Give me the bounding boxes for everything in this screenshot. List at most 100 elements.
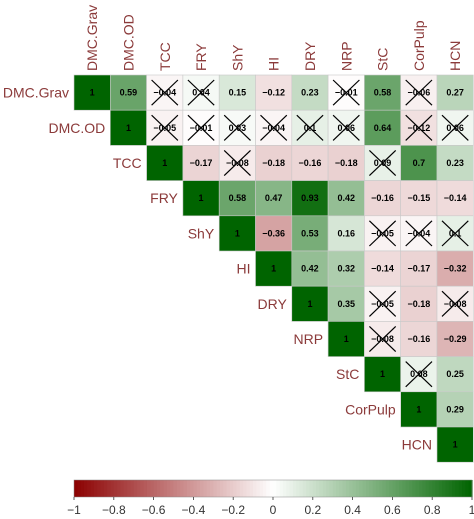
cell-value: −0.14	[444, 193, 467, 203]
cell-fill	[255, 250, 293, 287]
legend-gradient-step	[226, 480, 231, 497]
cell-value: 0.42	[301, 264, 319, 274]
legend-gradient-step	[455, 480, 460, 497]
legend-gradient-step	[166, 480, 171, 497]
legend-gradient-step	[229, 480, 234, 497]
legend-gradient-step	[299, 480, 304, 497]
legend-gradient-step	[336, 480, 340, 497]
cell-fill	[291, 285, 329, 322]
legend-gradient-step	[375, 480, 380, 497]
cell-value: −0.16	[371, 193, 394, 203]
cell-value: 1	[162, 158, 167, 168]
legend-gradient-step	[352, 480, 357, 497]
cell-value: 1	[271, 264, 276, 274]
cell-DMC.Grav-NRP: −0.01	[327, 74, 365, 111]
cell-value: −0.17	[190, 158, 213, 168]
cell-DMC.Grav-HI: −0.12	[255, 74, 293, 111]
legend-gradient-step	[326, 480, 330, 497]
legend-gradient-step	[143, 480, 148, 497]
cell-HI-HCN: −0.32	[436, 250, 474, 287]
legend-gradient-step	[402, 480, 407, 497]
cell-DMC.Grav-DMC.OD: 0.59	[110, 74, 147, 111]
cell-DMC.OD-CorPulp: −0.12	[400, 109, 438, 146]
cell-fill	[291, 215, 329, 252]
cell-fill	[327, 215, 365, 252]
cell-value: −0.18	[407, 299, 430, 309]
cell-StC-HCN: 0.25	[436, 356, 474, 393]
cell-TCC-CorPulp: 0.7	[400, 145, 438, 181]
cell-DRY-DRY: 1	[291, 285, 329, 322]
legend-tick-label: −1	[67, 503, 81, 517]
nonsignificant-cross	[332, 114, 360, 141]
cell-value: 0.35	[337, 299, 355, 309]
cell-value: 0.23	[301, 88, 319, 98]
cell-fill	[291, 74, 329, 111]
cell-value: −0.17	[407, 264, 430, 274]
cell-value: −0.12	[262, 88, 285, 98]
legend-tick-label: −0.6	[142, 503, 166, 517]
legend-gradient-step	[256, 480, 261, 497]
cell-value: −0.29	[444, 334, 467, 344]
legend-gradient-step	[279, 480, 284, 497]
cell-DMC.Grav-StC: 0.58	[364, 74, 401, 111]
nonsignificant-cross	[405, 220, 433, 247]
legend-gradient-step	[219, 480, 224, 497]
legend-tick-label: 0	[270, 503, 277, 517]
legend-gradient-step	[90, 480, 95, 497]
cell-value: 1	[199, 193, 204, 203]
cell-DMC.OD-HI: −0.04	[255, 109, 293, 146]
legend-gradient-step	[266, 480, 271, 497]
column-label-DMC.Grav: DMC.Grav	[84, 5, 100, 71]
legend-tick-label: 0.4	[344, 503, 361, 517]
legend-gradient-step	[302, 480, 307, 497]
cell-DMC.Grav-DMC.Grav: 1	[73, 74, 111, 111]
legend-gradient-step	[322, 480, 327, 497]
legend-gradient-step	[312, 480, 317, 497]
cell-fill	[291, 180, 329, 217]
cell-FRY-DRY: 0.93	[291, 180, 329, 217]
legend-gradient-step	[365, 480, 370, 497]
legend-gradient-step	[93, 480, 98, 497]
cell-TCC-StC: 0.09	[364, 145, 401, 181]
cell-HI-NRP: 0.32	[327, 250, 365, 287]
cell-value: 0.42	[337, 193, 355, 203]
legend-gradient-step	[452, 480, 457, 497]
cell-NRP-StC: −0.08	[364, 321, 401, 357]
legend-gradient-step	[249, 480, 254, 497]
nonsignificant-cross	[260, 114, 288, 141]
legend-gradient-step	[103, 480, 108, 497]
legend-gradient-step	[137, 480, 141, 497]
row-label-DRY: DRY	[257, 296, 287, 312]
cell-FRY-HCN: −0.14	[436, 180, 474, 217]
cell-TCC-TCC: 1	[146, 145, 184, 181]
cell-CorPulp-CorPulp: 1	[400, 391, 438, 428]
legend-gradient-step	[385, 480, 390, 497]
cell-NRP-CorPulp: −0.16	[400, 321, 438, 357]
cell-value: 0.29	[446, 404, 464, 414]
cell-fill	[364, 356, 401, 393]
legend-gradient-step	[442, 480, 447, 497]
cell-TCC-HI: −0.18	[255, 145, 293, 181]
legend-gradient-step	[273, 480, 277, 497]
legend-gradient-step	[223, 480, 228, 497]
cell-fill	[400, 285, 438, 322]
cell-fill	[110, 74, 147, 111]
legend-tick-label: −0.2	[221, 503, 245, 517]
nonsignificant-cross	[368, 290, 397, 317]
legend-gradient-step	[319, 480, 324, 497]
cell-DMC.OD-TCC: −0.05	[146, 109, 184, 146]
nonsignificant-cross	[405, 79, 433, 106]
cell-fill	[436, 426, 474, 463]
legend-gradient-step	[209, 480, 214, 497]
cell-fill	[400, 180, 438, 217]
legend-tick-label: −0.4	[182, 503, 206, 517]
cell-value: −0.18	[335, 158, 358, 168]
legend-gradient-step	[286, 480, 291, 497]
legend-gradient-step	[458, 480, 463, 497]
cell-NRP-NRP: 1	[327, 321, 365, 357]
legend-gradient-step	[200, 480, 204, 497]
cell-StC-CorPulp: 0.08	[400, 356, 438, 393]
legend-gradient-step	[355, 480, 360, 497]
column-label-HI: HI	[266, 57, 282, 71]
cell-ShY-DRY: 0.53	[291, 215, 329, 252]
